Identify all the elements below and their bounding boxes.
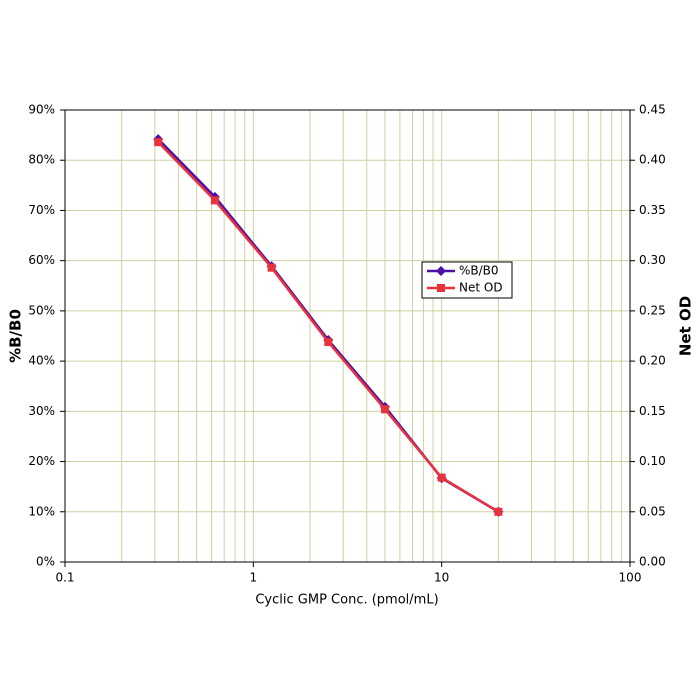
y2-tick-label: 0.05 [639, 504, 666, 518]
y2-tick-label: 0.15 [639, 404, 666, 418]
y2-axis-title: Net OD [677, 296, 695, 356]
x-tick-label: 100 [619, 571, 642, 585]
y-tick-label: 60% [28, 253, 55, 267]
y-tick-label: 0% [36, 555, 55, 569]
y2-tick-label: 0.00 [639, 555, 666, 569]
y-tick-label: 70% [28, 203, 55, 217]
y-tick-label: 50% [28, 303, 55, 317]
point [154, 138, 163, 147]
y2-tick-label: 0.45 [639, 103, 666, 117]
point [380, 405, 389, 414]
point [210, 196, 219, 205]
y2-tick-label: 0.30 [639, 253, 666, 267]
y2-tick-label: 0.40 [639, 153, 666, 167]
point [267, 263, 276, 272]
legend-label: %B/B0 [459, 264, 499, 278]
legend-marker [437, 284, 445, 292]
y2-tick-label: 0.10 [639, 454, 666, 468]
x-tick-label: 0.1 [55, 571, 74, 585]
point [324, 338, 333, 347]
y-tick-label: 30% [28, 404, 55, 418]
y2-tick-label: 0.35 [639, 203, 666, 217]
legend-label: Net OD [459, 281, 503, 295]
x-tick-label: 1 [250, 571, 258, 585]
point [437, 473, 446, 482]
legend-marker [436, 266, 446, 276]
y-axis-title: %B/B0 [7, 309, 25, 363]
y-tick-label: 40% [28, 354, 55, 368]
y2-tick-label: 0.20 [639, 354, 666, 368]
point [494, 507, 503, 516]
y-tick-label: 10% [28, 504, 55, 518]
x-axis-title: Cyclic GMP Conc. (pmol/mL) [255, 593, 438, 608]
x-tick-label: 10 [434, 571, 449, 585]
y-tick-label: 80% [28, 153, 55, 167]
plot-frame [64, 109, 631, 563]
y-tick-label: 20% [28, 454, 55, 468]
y-tick-label: 90% [28, 103, 55, 117]
y2-tick-label: 0.25 [639, 303, 666, 317]
